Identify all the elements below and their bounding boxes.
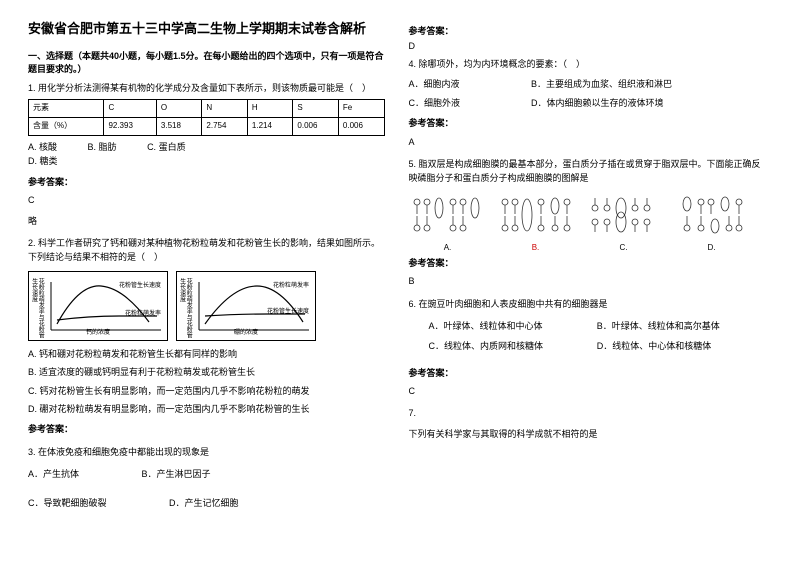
opt-d: D. 糖类 bbox=[28, 154, 58, 168]
membrane-diagrams: A. bbox=[409, 194, 766, 248]
question-6: 6. 在豌豆叶肉细胞和人表皮细胞中共有的细胞器是 A．叶绿体、线粒体和中心体 B… bbox=[409, 297, 766, 399]
chart1-curve1: 花粉管生长速度 bbox=[119, 282, 161, 292]
left-column: 安徽省合肥市第五十三中学高二生物上学期期末试卷含解析 一、选择题（本题共40小题… bbox=[28, 18, 397, 543]
opt-d: D．线粒体、中心体和核糖体 bbox=[597, 339, 765, 353]
th-fe: Fe bbox=[338, 100, 384, 118]
membrane-d: D. bbox=[673, 194, 751, 248]
opt-a: A. 钙和硼对花粉粒萌发和花粉管生长都有同样的影响 bbox=[28, 347, 385, 361]
q3-options: A．产生抗体 B．产生淋巴因子 C．导致靶细胞破裂 D．产生记忆细胞 bbox=[28, 467, 385, 510]
th-c: C bbox=[104, 100, 156, 118]
chart1-curve2: 花粉粒萌发率 bbox=[125, 310, 161, 320]
membrane-c: C. bbox=[585, 194, 663, 248]
answer-label: 参考答案： bbox=[409, 366, 766, 380]
question-2: 2. 科学工作者研究了钙和硼对某种植物花粉粒萌发和花粉管生长的影响，结果如图所示… bbox=[28, 236, 385, 437]
q6-answer: C bbox=[409, 384, 766, 398]
question-5: 5. 脂双层是构成细胞膜的最基本部分，蛋白质分子插在或贯穿于脂双层中。下面能正确… bbox=[409, 157, 766, 289]
val-c: 92.393 bbox=[104, 118, 156, 136]
opt-a: A．产生抗体 bbox=[28, 467, 79, 481]
label-b: B. bbox=[497, 242, 575, 255]
val-s: 0.006 bbox=[293, 118, 339, 136]
label-c: C. bbox=[585, 242, 663, 255]
q4-text: 4. 除哪项外，均为内环境概念的要素：（ ） bbox=[409, 57, 766, 71]
label-a: A. bbox=[409, 242, 487, 255]
q1-options: A. 核酸 B. 脂肪 C. 蛋白质 D. 糖类 bbox=[28, 140, 385, 169]
th-s: S bbox=[293, 100, 339, 118]
table-row: 含量（%） 92.393 3.518 2.754 1.214 0.006 0.0… bbox=[29, 118, 385, 136]
q5-text: 5. 脂双层是构成细胞膜的最基本部分，蛋白质分子插在或贯穿于脂双层中。下面能正确… bbox=[409, 157, 766, 186]
answer-label: 参考答案： bbox=[409, 116, 766, 130]
table-row: 元素 C O N H S Fe bbox=[29, 100, 385, 118]
val-n: 2.754 bbox=[202, 118, 248, 136]
q7-num: 7. bbox=[409, 406, 766, 420]
question-1: 1. 用化学分析法测得某有机物的化学成分及含量如下表所示，则该物质最可能是（ ）… bbox=[28, 81, 385, 228]
question-3: 3. 在体液免疫和细胞免疫中都能出现的现象是 A．产生抗体 B．产生淋巴因子 C… bbox=[28, 445, 385, 511]
right-column: 参考答案： D 4. 除哪项外，均为内环境概念的要素：（ ） A．细胞内液 B．… bbox=[397, 18, 766, 543]
th-element: 元素 bbox=[29, 100, 104, 118]
th-h: H bbox=[247, 100, 293, 118]
q6-options: A．叶绿体、线粒体和中心体 B．叶绿体、线粒体和高尔基体 C．线粒体、内质网和核… bbox=[409, 319, 766, 360]
chart-boron: 花粉粒萌发率与花粉管生长速度 硼的浓度 花粉粒萌发率 花粉管生长速度 bbox=[176, 271, 316, 341]
doc-title: 安徽省合肥市第五十三中学高二生物上学期期末试卷含解析 bbox=[28, 18, 385, 37]
val-o: 3.518 bbox=[156, 118, 202, 136]
answer-label: 参考答案： bbox=[28, 175, 385, 189]
q4-answer: A bbox=[409, 135, 766, 149]
question-7: 7. 下列有关科学家与其取得的科学成就不相符的是 bbox=[409, 406, 766, 441]
opt-d: D．产生记忆细胞 bbox=[169, 496, 239, 510]
chart2-xlabel: 硼的浓度 bbox=[177, 329, 315, 339]
opt-c: C．细胞外液 bbox=[409, 96, 529, 110]
q4-options: A．细胞内液 B．主要组成为血浆、组织液和淋巴 C．细胞外液 D．体内细胞赖以生… bbox=[409, 77, 766, 110]
q1-answer: C bbox=[28, 193, 385, 207]
opt-c: C. 钙对花粉管生长有明显影响，而一定范围内几乎不影响花粉粒的萌发 bbox=[28, 384, 385, 398]
q5-answer: B bbox=[409, 274, 766, 288]
question-4: 4. 除哪项外，均为内环境概念的要素：（ ） A．细胞内液 B．主要组成为血浆、… bbox=[409, 57, 766, 149]
membrane-a: A. bbox=[409, 194, 487, 248]
row-label: 含量（%） bbox=[29, 118, 104, 136]
opt-a: A．细胞内液 bbox=[409, 77, 529, 91]
opt-c: C．线粒体、内质网和核糖体 bbox=[429, 339, 597, 353]
q2-text: 2. 科学工作者研究了钙和硼对某种植物花粉粒萌发和花粉管生长的影响，结果如图所示… bbox=[28, 236, 385, 265]
opt-b: B．叶绿体、线粒体和高尔基体 bbox=[597, 319, 765, 333]
label-d: D. bbox=[673, 242, 751, 255]
chart1-xlabel: 钙的浓度 bbox=[29, 329, 167, 339]
opt-a: A．叶绿体、线粒体和中心体 bbox=[429, 319, 597, 333]
q6-text: 6. 在豌豆叶肉细胞和人表皮细胞中共有的细胞器是 bbox=[409, 297, 766, 311]
q2-charts: 花粉粒萌发率与花粉管生长速度 钙的浓度 花粉管生长速度 花粉粒萌发率 花粉粒萌发… bbox=[28, 271, 385, 341]
q1-text: 1. 用化学分析法测得某有机物的化学成分及含量如下表所示，则该物质最可能是（ ） bbox=[28, 81, 385, 95]
val-fe: 0.006 bbox=[338, 118, 384, 136]
th-n: N bbox=[202, 100, 248, 118]
chart2-curve1: 花粉粒萌发率 bbox=[273, 282, 309, 292]
opt-d: D. 硼对花粉粒萌发有明显影响，而一定范围内几乎不影响花粉管的生长 bbox=[28, 402, 385, 416]
q1-note: 略 bbox=[28, 214, 385, 228]
q3-answer: D bbox=[409, 41, 766, 51]
answer-label: 参考答案： bbox=[28, 422, 385, 436]
opt-b: B. 脂肪 bbox=[88, 140, 117, 154]
val-h: 1.214 bbox=[247, 118, 293, 136]
answer-label: 参考答案： bbox=[409, 24, 766, 37]
chart-calcium: 花粉粒萌发率与花粉管生长速度 钙的浓度 花粉管生长速度 花粉粒萌发率 bbox=[28, 271, 168, 341]
th-o: O bbox=[156, 100, 202, 118]
opt-a: A. 核酸 bbox=[28, 140, 57, 154]
chart2-curve2: 花粉管生长速度 bbox=[267, 308, 309, 318]
q2-options: A. 钙和硼对花粉粒萌发和花粉管生长都有同样的影响 B. 适宜浓度的硼或钙明显有… bbox=[28, 347, 385, 417]
opt-b: B．产生淋巴因子 bbox=[142, 467, 211, 481]
section-1-header: 一、选择题（本题共40小题，每小题1.5分。在每小题给出的四个选项中，只有一项是… bbox=[28, 49, 385, 75]
opt-b: B. 适宜浓度的硼或钙明显有利于花粉粒萌发或花粉管生长 bbox=[28, 365, 385, 379]
answer-label: 参考答案： bbox=[409, 256, 766, 270]
q1-table: 元素 C O N H S Fe 含量（%） 92.393 3.518 2.754… bbox=[28, 99, 385, 136]
opt-c: C. 蛋白质 bbox=[147, 140, 186, 154]
membrane-b: B. bbox=[497, 194, 575, 248]
q3-text: 3. 在体液免疫和细胞免疫中都能出现的现象是 bbox=[28, 445, 385, 459]
opt-b: B．主要组成为血浆、组织液和淋巴 bbox=[531, 79, 672, 89]
opt-c: C．导致靶细胞破裂 bbox=[28, 496, 107, 510]
q7-text: 下列有关科学家与其取得的科学成就不相符的是 bbox=[409, 427, 766, 441]
opt-d: D．体内细胞赖以生存的液体环境 bbox=[531, 98, 664, 108]
